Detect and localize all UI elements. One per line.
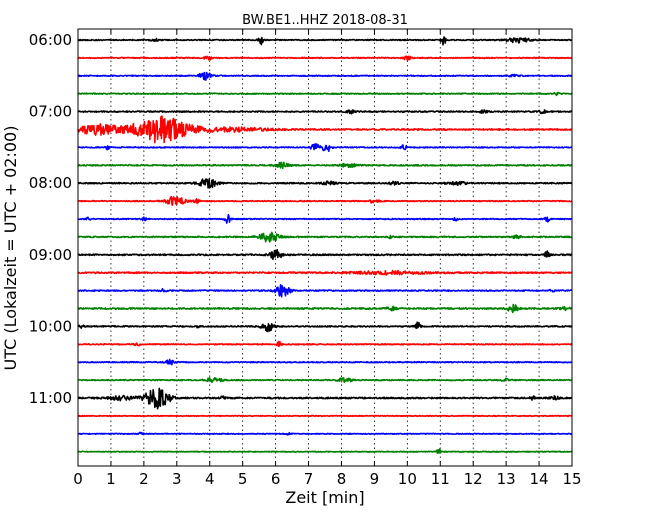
trace-row-15 <box>77 303 573 314</box>
x-tick-label-7: 7 <box>304 470 314 488</box>
x-tick-label-8: 8 <box>337 470 347 488</box>
x-tick-label-13: 13 <box>497 470 516 488</box>
trace-row-0 <box>77 36 573 46</box>
trace-row-10 <box>77 213 573 224</box>
x-tick-label-10: 10 <box>398 470 417 488</box>
x-axis-ticks: 0 1 2 3 4 5 6 7 8 9 10 11 12 13 14 15 <box>73 29 582 488</box>
trace-row-17 <box>77 340 573 347</box>
y-tick-label-10:00: 10:00 <box>29 317 72 335</box>
y-tick-label-09:00: 09:00 <box>29 246 72 264</box>
y-tick-label-11:00: 11:00 <box>29 389 72 407</box>
plot-frame <box>77 28 573 467</box>
trace-row-2 <box>77 71 573 81</box>
trace-row-14 <box>77 283 573 298</box>
seismogram-traces <box>77 36 573 454</box>
x-tick-label-14: 14 <box>530 470 549 488</box>
trace-row-18 <box>77 358 573 366</box>
trace-row-21 <box>77 414 573 418</box>
trace-row-13 <box>77 269 573 276</box>
x-tick-label-0: 0 <box>73 470 83 488</box>
x-tick-label-5: 5 <box>238 470 248 488</box>
trace-row-6 <box>77 143 573 153</box>
trace-row-23 <box>77 448 573 454</box>
x-tick-label-6: 6 <box>271 470 281 488</box>
trace-row-20 <box>77 387 573 410</box>
x-tick-label-11: 11 <box>431 470 450 488</box>
trace-row-12 <box>77 248 573 261</box>
trace-row-4 <box>77 109 573 115</box>
y-axis-ticks: 06:00 07:00 08:00 09:00 10:00 11:00 <box>29 31 572 407</box>
y-tick-label-07:00: 07:00 <box>29 103 72 121</box>
x-tick-label-1: 1 <box>106 470 116 488</box>
trace-row-7 <box>77 161 573 170</box>
trace-row-11 <box>77 231 573 243</box>
trace-row-9 <box>77 196 573 207</box>
trace-row-19 <box>77 377 573 384</box>
x-tick-label-2: 2 <box>139 470 149 488</box>
x-axis-label: Zeit [min] <box>285 488 364 507</box>
x-tick-label-4: 4 <box>205 470 215 488</box>
trace-row-22 <box>77 431 573 436</box>
y-axis-label: UTC (Lokalzeit = UTC + 02:00) <box>1 126 20 371</box>
vertical-gridlines <box>110 29 540 466</box>
trace-row-8 <box>77 178 573 189</box>
x-tick-label-9: 9 <box>370 470 380 488</box>
y-tick-label-06:00: 06:00 <box>29 31 72 49</box>
trace-row-3 <box>77 91 573 97</box>
x-tick-label-12: 12 <box>464 470 483 488</box>
y-tick-label-08:00: 08:00 <box>29 174 72 192</box>
trace-row-1 <box>77 55 573 61</box>
trace-row-16 <box>77 321 573 333</box>
chart-title: BW.BE1..HHZ 2018-08-31 <box>242 13 408 28</box>
x-tick-label-15: 15 <box>562 470 581 488</box>
x-tick-label-3: 3 <box>172 470 182 488</box>
trace-row-5 <box>77 115 573 144</box>
